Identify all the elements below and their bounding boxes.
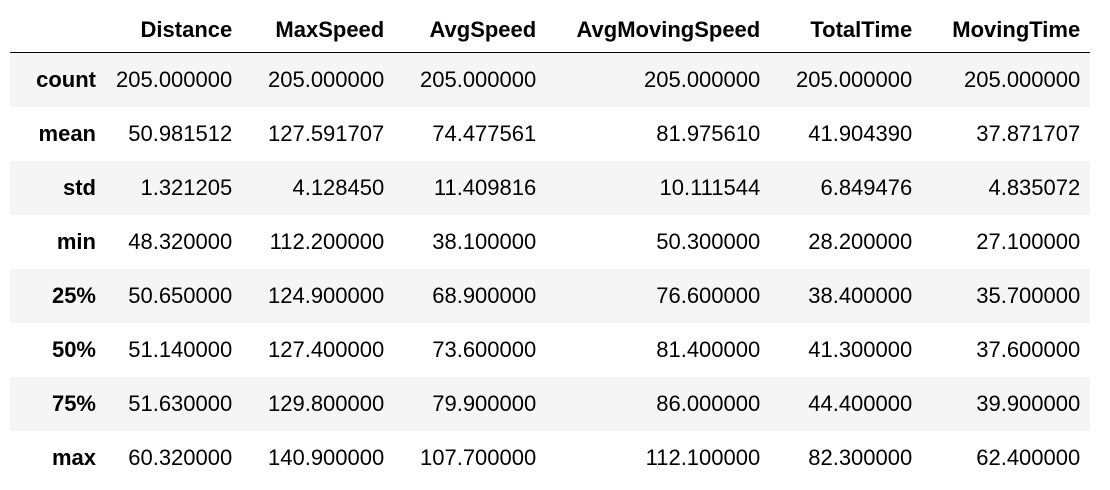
- table-row: 25% 50.650000 124.900000 68.900000 76.60…: [10, 269, 1091, 323]
- column-header-movingtime: MovingTime: [922, 8, 1091, 53]
- table-cell: 127.591707: [268, 121, 385, 146]
- table-cell: 4.128450: [292, 175, 385, 200]
- table-cell: 205.000000: [644, 67, 761, 92]
- table-cell: 74.477561: [432, 121, 537, 146]
- column-header-distance: Distance: [106, 8, 243, 53]
- table-cell: 41.300000: [808, 337, 913, 362]
- row-label: count: [36, 67, 96, 92]
- column-header-maxspeed: MaxSpeed: [242, 8, 395, 53]
- table-cell: 140.900000: [268, 445, 385, 470]
- table-cell: 51.140000: [128, 337, 233, 362]
- table-row: 75% 51.630000 129.800000 79.900000 86.00…: [10, 377, 1091, 431]
- table-cell: 50.300000: [656, 229, 761, 254]
- table-row: count 205.000000 205.000000 205.000000 2…: [10, 52, 1091, 107]
- table-cell: 127.400000: [268, 337, 385, 362]
- column-header-avgmovingspeed: AvgMovingSpeed: [546, 8, 771, 53]
- row-label: 75%: [51, 391, 96, 416]
- table-cell: 205.000000: [420, 67, 537, 92]
- table-cell: 38.100000: [432, 229, 537, 254]
- table-row: min 48.320000 112.200000 38.100000 50.30…: [10, 215, 1091, 269]
- table-row: std 1.321205 4.128450 11.409816 10.11154…: [10, 161, 1091, 215]
- table-cell: 6.849476: [820, 175, 913, 200]
- row-label: 50%: [51, 337, 96, 362]
- table-cell: 44.400000: [808, 391, 913, 416]
- table-cell: 1.321205: [140, 175, 233, 200]
- table-row: max 60.320000 140.900000 107.700000 112.…: [10, 431, 1091, 485]
- table-cell: 60.320000: [128, 445, 233, 470]
- column-header-avgspeed: AvgSpeed: [394, 8, 547, 53]
- table-cell: 205.000000: [268, 67, 385, 92]
- header-row: Distance MaxSpeed AvgSpeed AvgMovingSpee…: [10, 8, 1091, 53]
- row-label: max: [51, 445, 96, 470]
- table-cell: 10.111544: [659, 175, 761, 200]
- table-cell: 35.700000: [976, 283, 1081, 308]
- table-cell: 129.800000: [268, 391, 385, 416]
- table-cell: 39.900000: [976, 391, 1081, 416]
- table-cell: 28.200000: [808, 229, 913, 254]
- table-cell: 50.981512: [128, 121, 233, 146]
- row-label: 25%: [51, 283, 96, 308]
- table-cell: 27.100000: [976, 229, 1081, 254]
- table-cell: 62.400000: [976, 445, 1081, 470]
- describe-table: Distance MaxSpeed AvgSpeed AvgMovingSpee…: [10, 8, 1091, 485]
- table-cell: 11.409816: [433, 175, 537, 200]
- row-label: min: [56, 229, 96, 254]
- table-cell: 79.900000: [432, 391, 537, 416]
- table-cell: 112.200000: [269, 229, 385, 254]
- table-cell: 41.904390: [808, 121, 913, 146]
- table-cell: 205.000000: [964, 67, 1081, 92]
- row-label: std: [63, 175, 96, 200]
- table-cell: 107.700000: [420, 445, 537, 470]
- table-cell: 86.000000: [656, 391, 761, 416]
- table-cell: 51.630000: [128, 391, 233, 416]
- table-cell: 48.320000: [128, 229, 233, 254]
- column-header-totaltime: TotalTime: [770, 8, 923, 53]
- table-cell: 68.900000: [432, 283, 537, 308]
- table-cell: 81.975610: [656, 121, 761, 146]
- table-cell: 124.900000: [268, 283, 385, 308]
- table-cell: 76.600000: [656, 283, 761, 308]
- table-cell: 37.871707: [976, 121, 1081, 146]
- table-cell: 81.400000: [656, 337, 761, 362]
- table-cell: 4.835072: [988, 175, 1081, 200]
- index-header: [10, 8, 106, 53]
- table-cell: 37.600000: [976, 337, 1081, 362]
- table-row: mean 50.981512 127.591707 74.477561 81.9…: [10, 107, 1091, 161]
- table-cell: 73.600000: [432, 337, 537, 362]
- table-cell: 205.000000: [116, 67, 233, 92]
- table-cell: 205.000000: [796, 67, 913, 92]
- table-cell: 50.650000: [128, 283, 233, 308]
- table-row: 50% 51.140000 127.400000 73.600000 81.40…: [10, 323, 1091, 377]
- table-cell: 82.300000: [808, 445, 913, 470]
- table-cell: 112.100000: [645, 445, 761, 470]
- table-cell: 38.400000: [808, 283, 913, 308]
- row-label: mean: [38, 121, 96, 146]
